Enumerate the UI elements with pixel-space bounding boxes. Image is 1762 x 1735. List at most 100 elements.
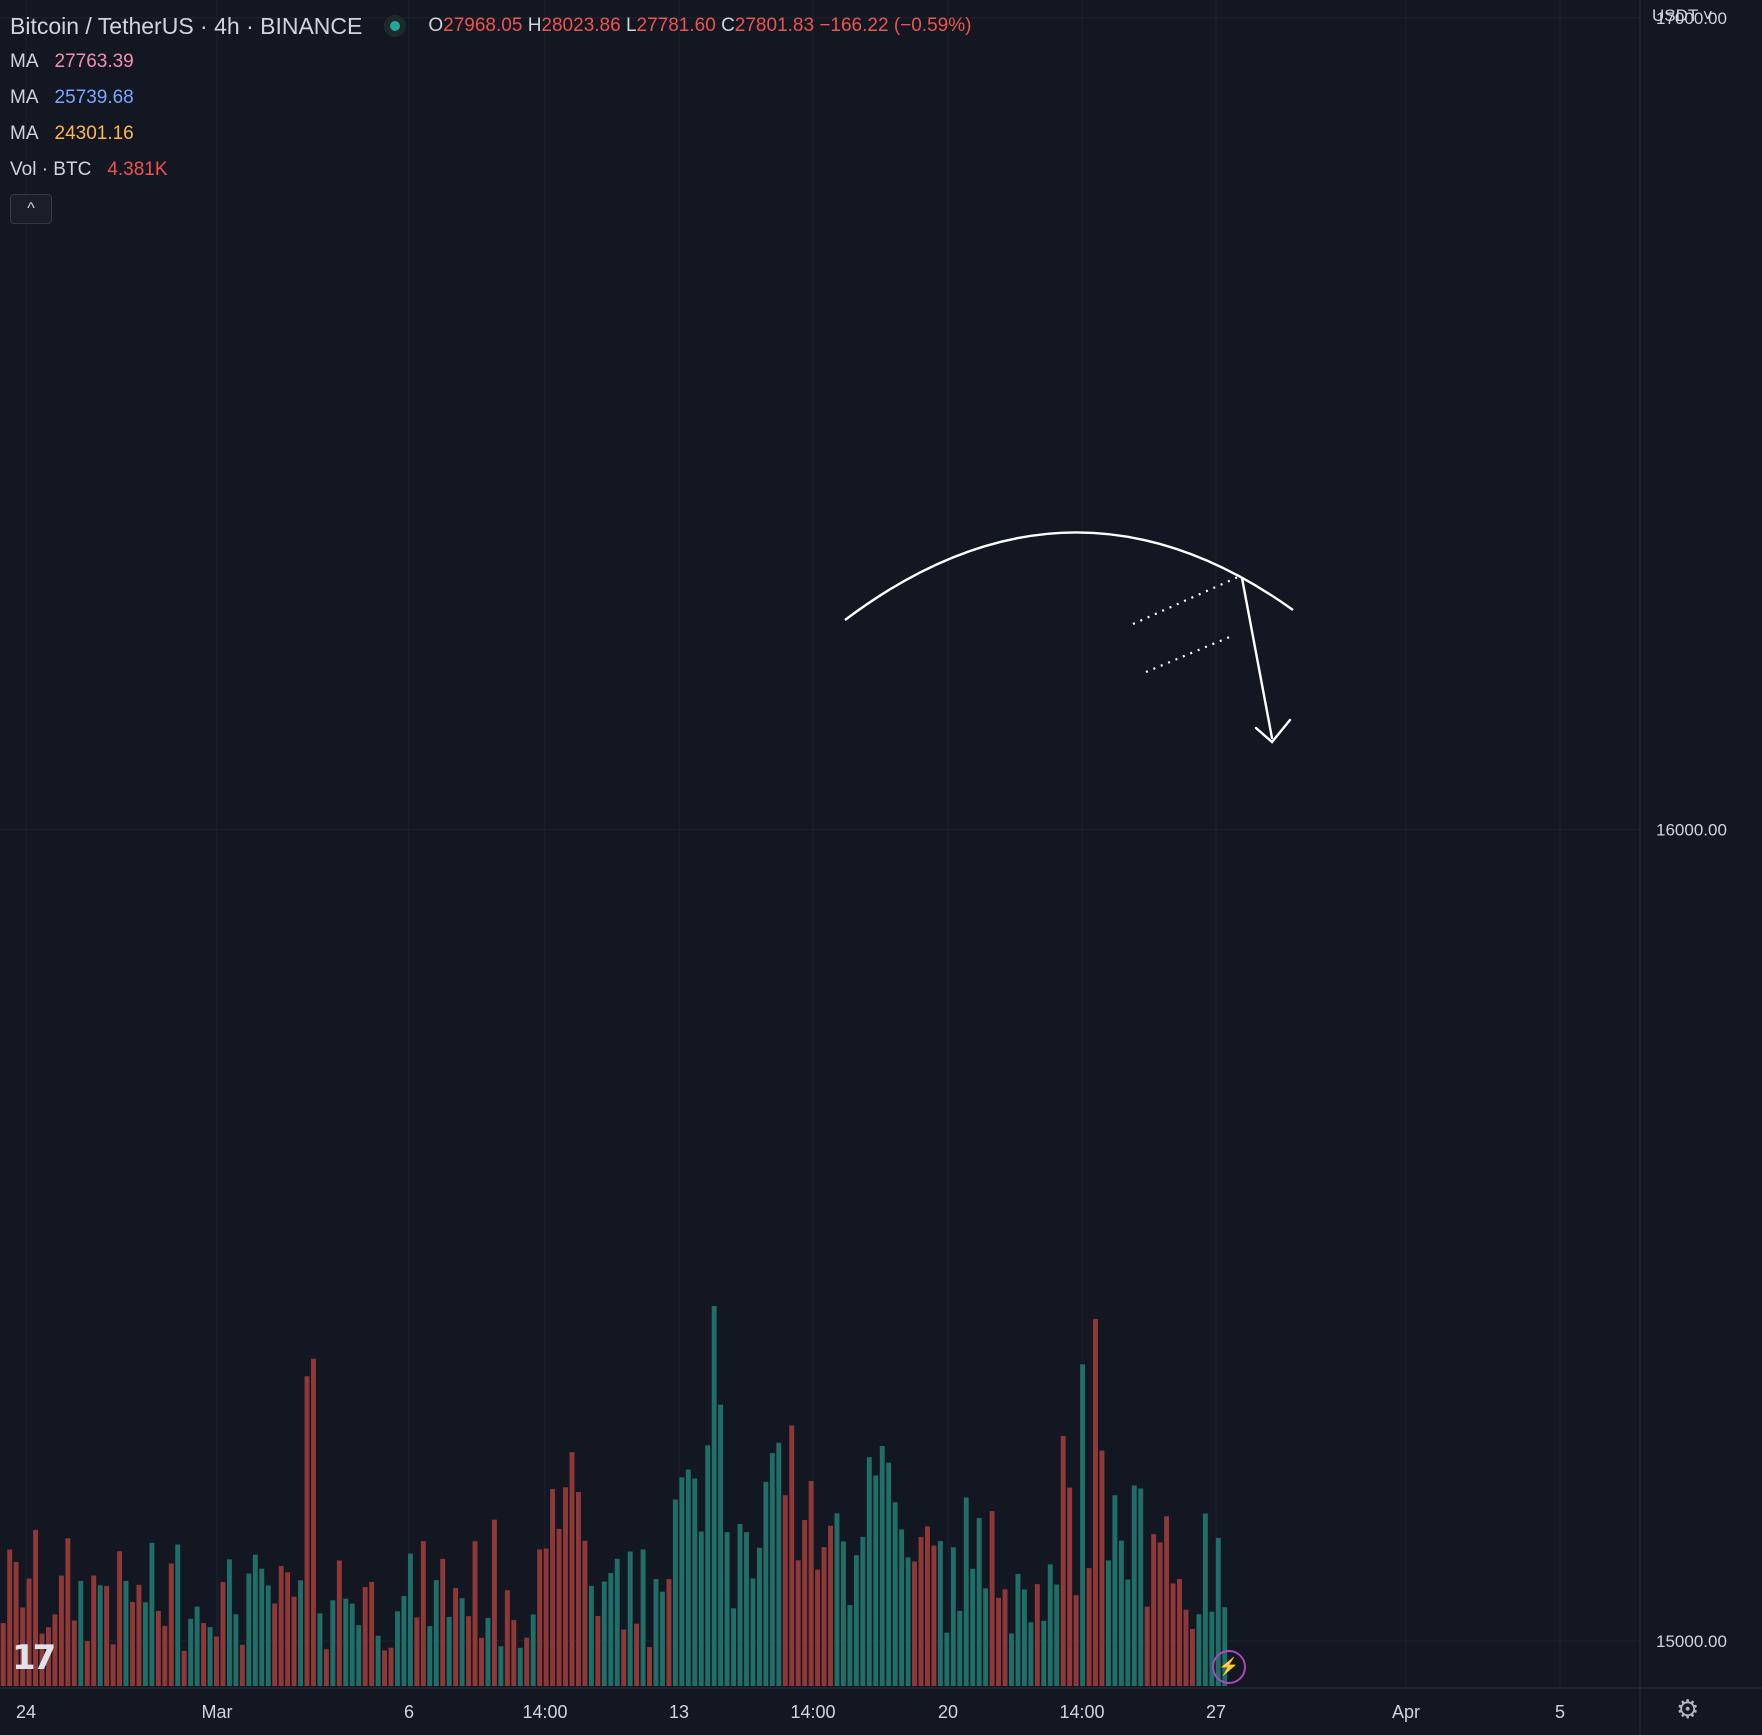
bolt-icon[interactable]: ⚡ bbox=[1212, 1650, 1246, 1684]
volume-bar bbox=[194, 1606, 200, 1686]
volume-bar bbox=[330, 1600, 336, 1686]
volume-bar bbox=[1189, 1628, 1195, 1686]
volume-bar bbox=[621, 1629, 627, 1686]
volume-bar bbox=[530, 1614, 536, 1686]
bolt-glyph: ⚡ bbox=[1218, 1657, 1240, 1676]
volume-bar bbox=[744, 1532, 749, 1686]
volume-bar bbox=[892, 1502, 898, 1686]
volume-bar bbox=[181, 1650, 187, 1686]
volume-bar bbox=[1125, 1579, 1131, 1686]
volume-bar bbox=[912, 1561, 917, 1686]
volume-bar bbox=[899, 1529, 905, 1686]
time-tick-label: 5 bbox=[1555, 1702, 1565, 1722]
volume-bar bbox=[1105, 1560, 1111, 1686]
volume-bar bbox=[58, 1575, 64, 1686]
tradingview-logo-icon[interactable]: 17 bbox=[12, 1638, 56, 1678]
volume-bar bbox=[7, 1549, 13, 1686]
volume-bar bbox=[97, 1585, 103, 1686]
gear-icon[interactable]: ⚙ bbox=[1676, 1694, 1700, 1724]
volume-bar bbox=[853, 1555, 859, 1686]
volume-bar bbox=[640, 1549, 646, 1686]
time-tick-label: Apr bbox=[1392, 1702, 1420, 1722]
volume-bar bbox=[485, 1618, 491, 1686]
volume-bar bbox=[162, 1625, 168, 1686]
market-status-icon bbox=[384, 15, 407, 37]
volume-bar bbox=[595, 1615, 601, 1686]
time-tick-label: 6 bbox=[404, 1702, 414, 1722]
volume-bar bbox=[1215, 1537, 1221, 1686]
volume-bar bbox=[336, 1560, 342, 1686]
low-key: L bbox=[625, 15, 637, 36]
volume-bar bbox=[291, 1596, 297, 1686]
volume-bar bbox=[679, 1477, 685, 1686]
volume-bar bbox=[543, 1548, 549, 1686]
volume-bar bbox=[317, 1613, 323, 1686]
volume-bar bbox=[1196, 1614, 1202, 1686]
volume-bar bbox=[1060, 1436, 1066, 1686]
volume-bar bbox=[78, 1580, 84, 1686]
volume-bar bbox=[382, 1650, 388, 1686]
volume-bar bbox=[1021, 1589, 1027, 1686]
volume-bar bbox=[1093, 1319, 1098, 1686]
volume-bar bbox=[1034, 1584, 1040, 1686]
volume-bar bbox=[459, 1598, 465, 1686]
time-tick-label: 14:00 bbox=[522, 1702, 567, 1722]
indicator-ma-1[interactable]: MA 27763.39 bbox=[10, 44, 971, 80]
volume-bar bbox=[925, 1526, 930, 1686]
volume-bar bbox=[1080, 1364, 1086, 1686]
volume-bar bbox=[407, 1553, 413, 1686]
volume-bar bbox=[395, 1611, 400, 1686]
volume-bar bbox=[918, 1537, 924, 1686]
volume-bar bbox=[750, 1578, 756, 1686]
volume-bar bbox=[130, 1601, 135, 1686]
indicator-ma-2[interactable]: MA 25739.68 bbox=[10, 80, 971, 116]
down-arrow-icon bbox=[1240, 576, 1292, 744]
volume-bar bbox=[808, 1481, 814, 1686]
volume-bar bbox=[517, 1647, 523, 1686]
volume-bar bbox=[795, 1560, 801, 1686]
low-value: 27781.60 bbox=[636, 15, 716, 36]
volume-bar bbox=[1009, 1633, 1014, 1686]
symbol-title[interactable]: Bitcoin / TetherUS · 4h · BINANCE bbox=[10, 12, 363, 39]
volume-bar bbox=[1222, 1607, 1228, 1686]
volume-bar bbox=[672, 1499, 678, 1686]
volume-bar bbox=[453, 1587, 459, 1686]
volume-bar bbox=[711, 1306, 717, 1686]
volume-bar bbox=[550, 1489, 556, 1686]
time-tick-label: 27 bbox=[1206, 1702, 1226, 1722]
volume-bar bbox=[440, 1558, 446, 1686]
volume-bar bbox=[834, 1513, 840, 1686]
volume-bar bbox=[776, 1442, 782, 1686]
time-tick-label: 24 bbox=[16, 1702, 36, 1722]
volume-bar bbox=[931, 1545, 937, 1686]
volume-bar bbox=[1177, 1579, 1182, 1686]
volume-bar bbox=[647, 1647, 653, 1686]
volume-bar bbox=[252, 1554, 258, 1686]
volume-bar bbox=[91, 1575, 97, 1686]
ohlc-values: O27968.05 H28023.86 L27781.60 C27801.83 … bbox=[428, 15, 971, 37]
chart-legend: Bitcoin / TetherUS · 4h · BINANCE O27968… bbox=[10, 8, 971, 224]
collapse-legend-button[interactable]: ^ bbox=[10, 194, 52, 224]
indicator-volume[interactable]: Vol · BTC 4.381K bbox=[10, 152, 971, 188]
time-tick-label: 20 bbox=[938, 1702, 958, 1722]
symbol-row[interactable]: Bitcoin / TetherUS · 4h · BINANCE O27968… bbox=[10, 8, 971, 44]
volume-bar bbox=[265, 1585, 271, 1686]
volume-bar bbox=[472, 1541, 478, 1686]
currency-selector[interactable]: USDT ˅ bbox=[1652, 6, 1713, 25]
volume-bar bbox=[362, 1587, 368, 1686]
indicator-value: 27763.39 bbox=[54, 51, 134, 72]
volume-bar bbox=[840, 1541, 846, 1686]
time-tick-label: 13 bbox=[669, 1702, 689, 1722]
volume-bar bbox=[446, 1616, 452, 1686]
volume-bar bbox=[311, 1358, 316, 1686]
open-value: 27968.05 bbox=[443, 15, 523, 36]
volume-bar bbox=[1209, 1611, 1215, 1686]
indicator-ma-3[interactable]: MA 24301.16 bbox=[10, 116, 971, 152]
volume-bar bbox=[1202, 1513, 1208, 1686]
volume-bar bbox=[388, 1647, 394, 1686]
volume-bar bbox=[1170, 1583, 1176, 1686]
volume-bar bbox=[815, 1569, 821, 1686]
volume-bar bbox=[886, 1462, 892, 1686]
volume-bar bbox=[0, 1623, 6, 1686]
